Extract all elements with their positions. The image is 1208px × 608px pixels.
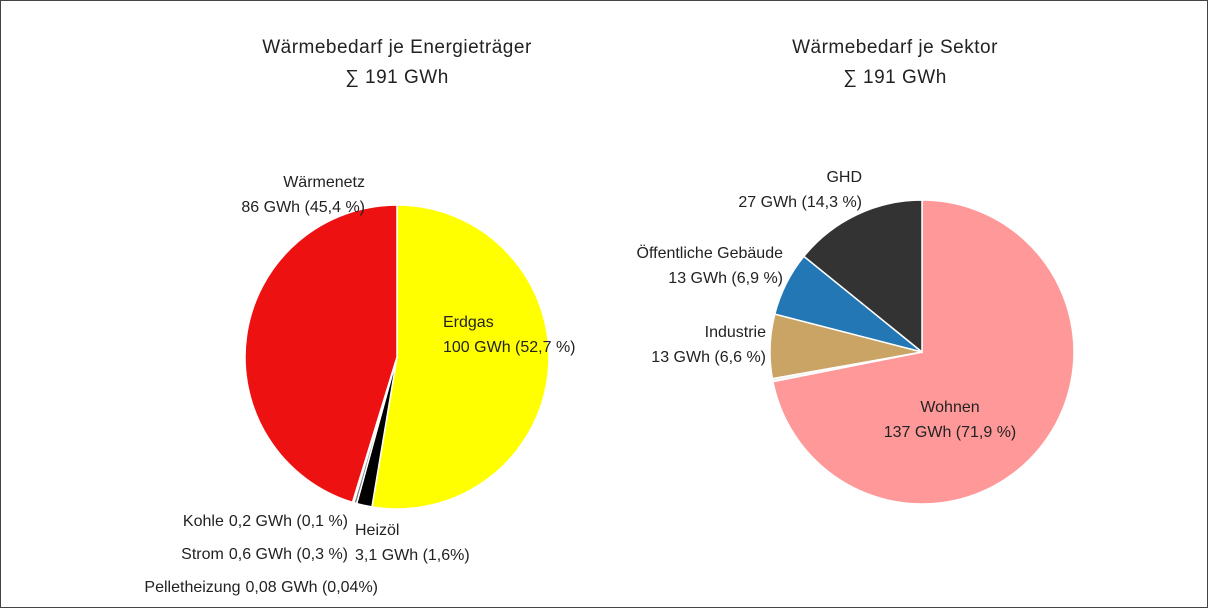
slice-label: Pelletheizung 0,08 GWh (0,04%) [144,579,378,596]
slice-label: Strom 0,6 GWh (0,3 %) [181,546,348,563]
slice-value-label: 13 GWh (6,9 %) [668,270,783,287]
slice-label: Kohle 0,2 GWh (0,1 %) [183,513,348,530]
pie-slice [244,204,398,504]
chart-subtitle: ∑ 191 GWh [345,67,449,88]
slice-category: Strom [181,546,224,563]
slice-label: Heizöl [355,522,399,539]
slice-label: Wohnen [920,399,979,416]
chart-title: Wärmebedarf je Energieträger [262,37,532,58]
slice-value-label: 100 GWh (52,7 %) [443,339,576,356]
slice-category: Pelletheizung [144,579,240,596]
chart-subtitle: ∑ 191 GWh [843,67,947,88]
slice-value-label: 137 GWh (71,9 %) [884,424,1017,441]
slice-value-label: 27 GWh (14,3 %) [738,194,862,211]
slice-label: GHD [826,169,862,186]
slice-value-label: 0,2 GWh (0,1 %) [229,513,348,530]
slice-value-label: 13 GWh (6,6 %) [651,349,766,366]
pie-slice [772,199,1075,505]
pie-slice [802,199,923,354]
slice-label: Öffentliche Gebäude [637,244,784,262]
slice-value-label: 0,08 GWh (0,04%) [246,579,379,596]
slice-label: Erdgas [443,314,494,331]
chart-title: Wärmebedarf je Sektor [792,37,998,58]
pie-slice [371,204,550,510]
slice-value-label: 3,1 GWh (1,6%) [355,547,470,564]
slice-label: Wärmenetz [283,174,365,191]
slice-category: Kohle [183,513,224,530]
slice-label: Industrie [705,324,766,341]
slice-value-label: 86 GWh (45,4 %) [241,199,365,216]
slice-value-label: 0,6 GWh (0,3 %) [229,546,348,563]
